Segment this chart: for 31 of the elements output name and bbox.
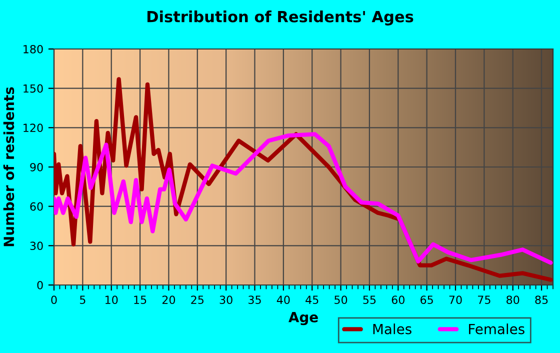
x-tick-label: 10 <box>106 296 118 304</box>
x-tick-label: 0 <box>51 296 57 304</box>
x-tick-label: 55 <box>363 296 376 304</box>
x-tick-label: 85 <box>535 296 548 304</box>
chart-title: Distribution of Residents' Ages <box>147 10 414 26</box>
y-tick-label: 60 <box>30 202 43 211</box>
x-tick-label: 30 <box>220 296 232 304</box>
x-tick-label: 25 <box>191 296 204 304</box>
y-tick-label: 90 <box>30 162 43 172</box>
x-tick-label: 60 <box>392 296 404 304</box>
x-tick-label: 45 <box>306 296 318 304</box>
y-tick-label: 150 <box>24 84 43 93</box>
x-tick-label: 20 <box>162 296 176 304</box>
x-tick-label: 50 <box>334 296 348 304</box>
y-tick-label: 180 <box>24 44 43 54</box>
y-axis-title: Number of residents <box>3 87 14 246</box>
x-tick-label: 80 <box>506 296 520 304</box>
x-tick-label: 75 <box>478 296 490 304</box>
x-tick-label: 40 <box>276 296 290 304</box>
x-tick-label: 35 <box>248 296 261 304</box>
y-tick-label: 0 <box>37 280 43 290</box>
x-tick-label: 15 <box>134 296 146 304</box>
x-tick-label: 5 <box>80 296 86 304</box>
legend-label: Males <box>373 324 412 334</box>
y-tick-label: 30 <box>30 242 43 250</box>
y-tick-label: 120 <box>24 124 43 132</box>
x-tick-label: 70 <box>449 296 462 304</box>
x-tick-label: 65 <box>420 296 433 304</box>
line-series <box>54 132 553 265</box>
legend-label: Females <box>469 324 524 334</box>
x-axis-title: Age <box>288 312 318 326</box>
